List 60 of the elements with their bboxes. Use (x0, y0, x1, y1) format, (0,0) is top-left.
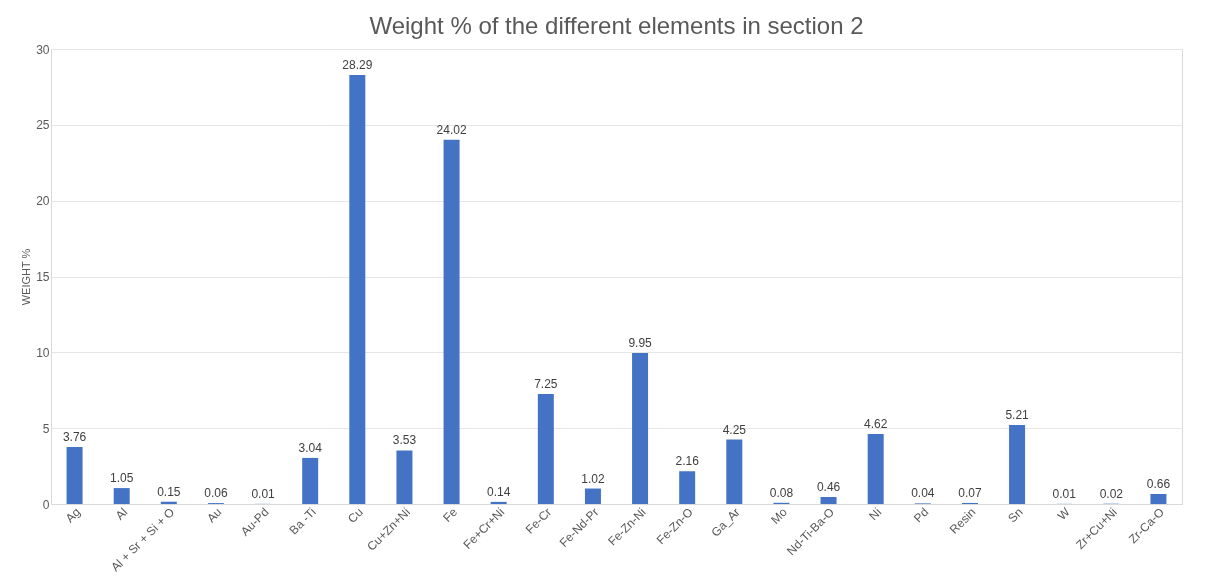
y-tick-label: 15 (36, 270, 50, 284)
data-label: 0.08 (769, 485, 794, 500)
x-tick-label: Al (112, 505, 131, 523)
data-label: 0.14 (487, 484, 511, 499)
data-label: 4.25 (722, 422, 747, 437)
y-tick-label: 20 (36, 194, 50, 209)
x-tick-label: Ba -Ti (286, 505, 319, 538)
data-label: 0.15 (157, 484, 181, 499)
data-label: 2.16 (675, 454, 700, 469)
bar (443, 139, 460, 504)
data-label: 0.01 (1052, 486, 1077, 501)
data-label: 7.25 (534, 377, 558, 392)
data-label: 5.21 (1005, 407, 1030, 422)
data-label: 24.02 (436, 122, 467, 137)
bar (726, 439, 743, 504)
data-label: 4.62 (864, 416, 888, 431)
bar (490, 501, 507, 504)
x-tick-label: Pd (911, 505, 932, 526)
bar (349, 74, 366, 504)
bar (632, 353, 649, 504)
data-label: 0.66 (1146, 476, 1171, 491)
bar (820, 497, 837, 504)
x-tick-label: Ag (62, 505, 84, 526)
x-tick-label: Cu (345, 505, 366, 526)
data-label: 9.95 (628, 336, 653, 351)
bar (113, 488, 130, 504)
bar (584, 488, 601, 504)
data-label: 0.46 (816, 480, 841, 495)
data-label: 3.76 (62, 429, 87, 444)
bar (396, 450, 413, 504)
bar (679, 471, 696, 504)
bar (537, 394, 554, 504)
data-label: 1.02 (581, 471, 605, 486)
data-label: 0.02 (1099, 486, 1124, 501)
chart-title: Weight % of the different elements in section 2 (369, 12, 864, 39)
data-label: 3.04 (298, 440, 323, 455)
bar (867, 433, 884, 504)
x-tick-label: Au (204, 505, 225, 526)
data-label: 3.53 (392, 433, 417, 448)
y-tick-label: 5 (42, 421, 50, 436)
bar (66, 446, 83, 504)
data-label: 0.01 (251, 486, 276, 501)
x-tick-label: W (1054, 504, 1074, 523)
data-label: 0.04 (911, 486, 935, 501)
bar (1009, 424, 1026, 504)
x-tick-label: Fe (440, 504, 461, 525)
x-tick-label: Mo (768, 504, 791, 527)
data-label: 0.06 (204, 486, 228, 501)
x-tick-label: Ni (866, 505, 885, 524)
y-tick-label: 0 (42, 497, 50, 512)
x-tick-label: Sn (1005, 505, 1026, 526)
bar (302, 457, 319, 504)
data-label: 1.05 (110, 471, 134, 486)
bar (1150, 493, 1167, 504)
data-label: 28.29 (342, 57, 373, 72)
y-tick-label: 10 (36, 345, 50, 360)
data-label: 0.07 (958, 485, 982, 500)
y-tick-label: 30 (36, 42, 50, 57)
y-tick-label: 25 (36, 118, 50, 133)
y-axis-title: WEIGHT % (20, 248, 33, 306)
